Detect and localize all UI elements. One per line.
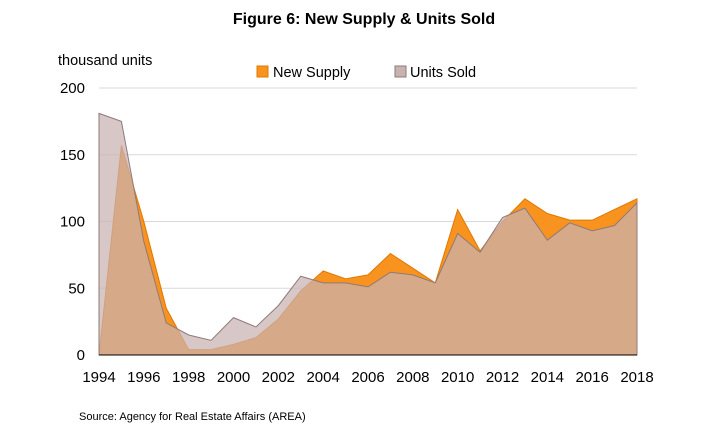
y-tick-label: 0 — [77, 347, 85, 364]
chart-svg: Figure 6: New Supply & Units Sold thousa… — [0, 0, 727, 434]
x-tick-label: 2008 — [396, 369, 429, 386]
y-tick-label: 100 — [60, 214, 85, 231]
y-tick-label: 200 — [60, 80, 85, 97]
x-tick-label: 2004 — [306, 369, 339, 386]
x-tick-label: 2002 — [262, 369, 295, 386]
x-tick-label: 1996 — [127, 369, 160, 386]
x-tick-labels: 1994 1996 1998 2000 2002 2004 2006 2008 2010 2012… — [82, 369, 653, 386]
x-tick-label: 2018 — [620, 369, 653, 386]
source-note: Source: Agency for Real Estate Affairs (… — [79, 411, 306, 423]
x-tick-label: 1998 — [172, 369, 205, 386]
legend-label-units-sold: Units Sold — [410, 65, 476, 81]
x-tick-label: 2000 — [217, 369, 250, 386]
y-tick-label: 150 — [60, 147, 85, 164]
legend: New Supply Units Sold — [257, 65, 476, 81]
x-tick-label: 2006 — [351, 369, 384, 386]
y-tick-labels: 0 50 100 150 200 — [60, 80, 85, 364]
legend-label-new-supply: New Supply — [273, 65, 351, 81]
x-tick-label: 2012 — [486, 369, 519, 386]
y-tick-label: 50 — [68, 280, 85, 297]
y-axis-label: thousand units — [58, 53, 152, 69]
area-series-units-sold — [99, 113, 637, 355]
x-tick-label: 1994 — [82, 369, 115, 386]
chart-root: Figure 6: New Supply & Units Sold thousa… — [0, 0, 727, 434]
plot-areas — [99, 113, 637, 355]
chart-title: Figure 6: New Supply & Units Sold — [233, 11, 495, 28]
legend-swatch-units-sold — [395, 66, 406, 77]
x-tick-label: 2016 — [575, 369, 608, 386]
x-tick-label: 2010 — [441, 369, 474, 386]
x-tick-label: 2014 — [531, 369, 564, 386]
legend-swatch-new-supply — [257, 66, 268, 77]
